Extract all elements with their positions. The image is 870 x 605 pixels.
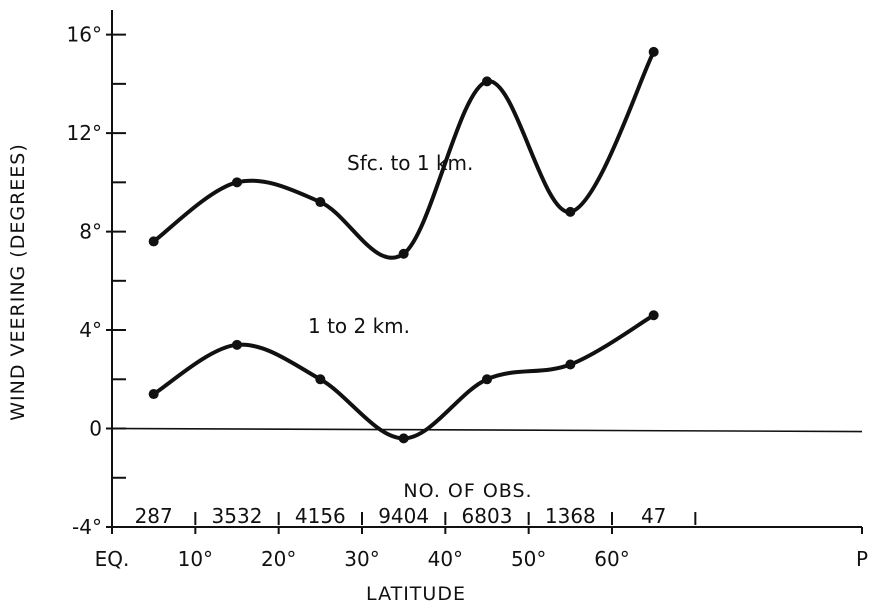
series-2-point bbox=[565, 359, 576, 370]
x-tick-label: 40° bbox=[428, 547, 463, 571]
series-2-point bbox=[315, 374, 326, 385]
axes bbox=[111, 10, 863, 528]
obs-count-label: 4156 bbox=[295, 504, 346, 528]
x-tick-label: EQ. bbox=[95, 547, 130, 571]
obs-count-label: 3532 bbox=[212, 504, 263, 528]
series-label-sfc-1km: Sfc. to 1 km. bbox=[347, 151, 473, 175]
x-tick-label: 20° bbox=[261, 547, 296, 571]
obs-count-label: 6803 bbox=[462, 504, 513, 528]
observation-counts: 287 3532 4156 9404 6803 1368 47 bbox=[135, 504, 697, 528]
x-tick-label: 50° bbox=[511, 547, 546, 571]
chart-labels: WIND VEERING (DEGREES) LATITUDE NO. OF O… bbox=[7, 143, 532, 605]
obs-count-label: 47 bbox=[641, 504, 666, 528]
series-label-1-2km: 1 to 2 km. bbox=[308, 314, 410, 338]
series-1-point bbox=[232, 177, 242, 188]
y-tick-label: 4° bbox=[79, 318, 102, 342]
series-1-point bbox=[482, 76, 492, 87]
series-1-point bbox=[565, 206, 576, 217]
obs-count-label: 287 bbox=[135, 504, 173, 528]
y-tick-label: 16° bbox=[67, 23, 102, 47]
x-axis-title: LATITUDE bbox=[366, 583, 466, 605]
series-1-point bbox=[148, 236, 159, 247]
series-2-point bbox=[398, 433, 409, 444]
x-tick-label: 60° bbox=[594, 547, 629, 571]
x-tick-label: P bbox=[856, 547, 868, 571]
series-1-point bbox=[398, 248, 409, 259]
y-tick-label: 0 bbox=[89, 417, 102, 441]
obs-annotation: NO. OF OBS. bbox=[403, 480, 532, 502]
series-1-point bbox=[315, 197, 326, 208]
series-1-point bbox=[648, 46, 659, 57]
y-axis-title: WIND VEERING (DEGREES) bbox=[7, 143, 29, 421]
series-2-point bbox=[482, 374, 492, 385]
ticks: 16° 12° 8° 4° 0 -4° EQ. 10° 20° 30° 40° 50° 60° P bbox=[67, 23, 868, 571]
y-tick-label: 8° bbox=[79, 220, 102, 244]
y-tick-label: -4° bbox=[72, 515, 102, 539]
zero-line bbox=[111, 427, 863, 433]
series-2-point bbox=[232, 339, 242, 350]
obs-count-label: 9404 bbox=[378, 504, 429, 528]
series-lines bbox=[148, 46, 659, 444]
x-tick-label: 10° bbox=[178, 547, 213, 571]
series-2-point bbox=[148, 389, 159, 400]
x-tick-label: 30° bbox=[344, 547, 379, 571]
series-2-point bbox=[648, 310, 659, 321]
y-tick-label: 12° bbox=[67, 121, 102, 145]
obs-count-label: 1368 bbox=[545, 504, 596, 528]
